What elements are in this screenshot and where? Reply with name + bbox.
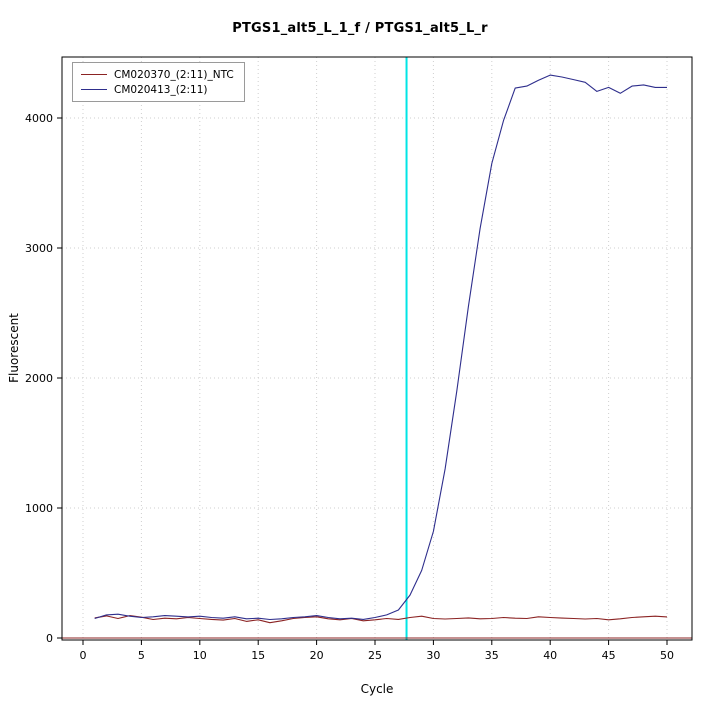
- x-tick-label: 40: [543, 649, 557, 662]
- plot-border: [61, 56, 693, 641]
- chart-title: PTGS1_alt5_L_1_f / PTGS1_alt5_L_r: [232, 21, 488, 36]
- x-tick-label: 45: [602, 649, 616, 662]
- legend-item-sample: CM020413_(2:11): [81, 82, 234, 97]
- legend-line-swatch-sample: [81, 89, 107, 90]
- series-line-0: [94, 615, 668, 624]
- y-tick-label: 2000: [25, 372, 53, 385]
- y-tick-label: 4000: [25, 112, 53, 125]
- legend-label-ntc: CM020370_(2:11)_NTC: [114, 68, 234, 81]
- y-tick-label: 3000: [25, 242, 53, 255]
- legend-label-sample: CM020413_(2:11): [114, 83, 208, 96]
- x-tick-label: 15: [251, 649, 265, 662]
- x-tick-label: 30: [426, 649, 440, 662]
- x-axis-title: Cycle: [360, 682, 394, 696]
- x-tick-label: 35: [485, 649, 499, 662]
- y-tick-label: 1000: [25, 502, 53, 515]
- y-axis-title: Fluorescent: [7, 313, 21, 383]
- x-tick-label: 50: [660, 649, 674, 662]
- x-tick-label: 10: [193, 649, 207, 662]
- legend: CM020370_(2:11)_NTC CM020413_(2:11): [72, 62, 245, 102]
- y-tick-label: 0: [46, 632, 53, 645]
- series-line-1: [94, 74, 667, 621]
- x-tick-label: 0: [80, 649, 87, 662]
- x-tick-label: 20: [310, 649, 324, 662]
- legend-item-ntc: CM020370_(2:11)_NTC: [81, 67, 234, 82]
- x-tick-label: 5: [138, 649, 145, 662]
- x-tick-label: 25: [368, 649, 382, 662]
- legend-line-swatch-ntc: [81, 74, 107, 75]
